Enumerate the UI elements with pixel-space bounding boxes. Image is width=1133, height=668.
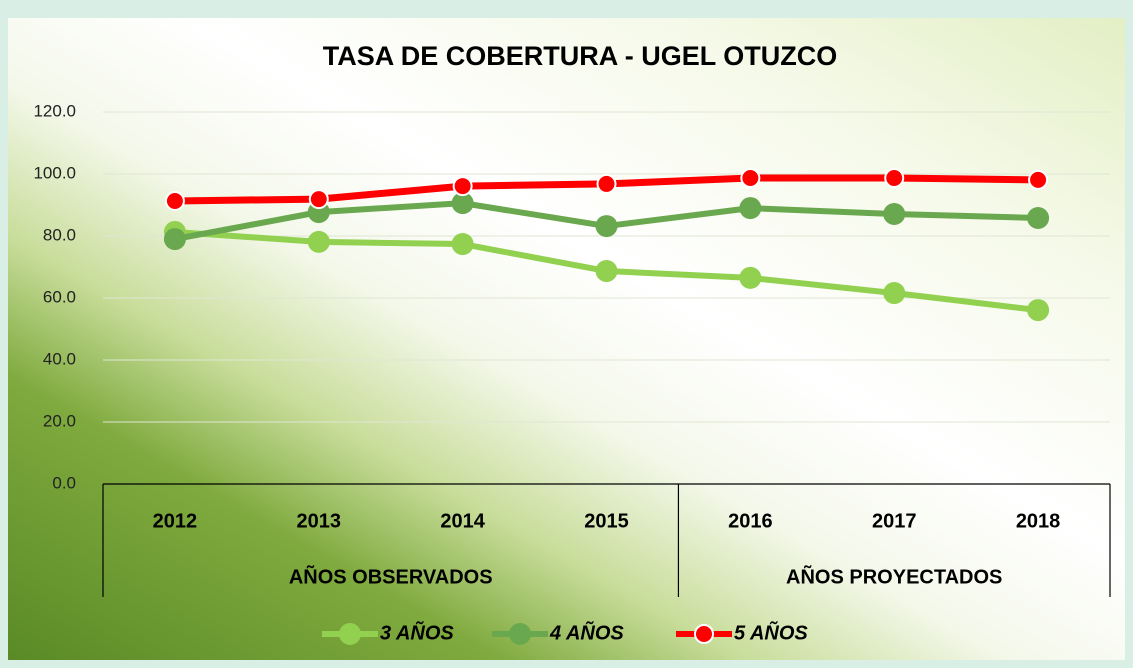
marker	[451, 192, 474, 215]
marker	[739, 197, 762, 220]
marker	[596, 173, 617, 194]
x-tick-label: 2014	[440, 510, 485, 532]
y-tick-label: 100.0	[33, 163, 76, 182]
x-tick-label: 2018	[1016, 510, 1061, 532]
y-tick-label: 20.0	[43, 411, 76, 430]
marker	[883, 282, 906, 305]
group-label: AÑOS PROYECTADOS	[786, 565, 1002, 588]
x-tick-label: 2017	[872, 510, 917, 532]
marker	[1028, 169, 1049, 190]
legend-marker	[694, 624, 714, 644]
legend-marker	[509, 623, 531, 645]
marker	[595, 215, 618, 238]
y-tick-label: 40.0	[43, 349, 76, 368]
marker	[595, 260, 618, 283]
marker	[884, 168, 905, 189]
chart-title: TASA DE COBERTURA - UGEL OTUZCO	[323, 41, 838, 71]
marker	[452, 176, 473, 197]
marker	[1027, 299, 1050, 322]
x-tick-label: 2015	[584, 510, 629, 532]
y-tick-label: 0.0	[52, 473, 76, 492]
legend-label: 4 AÑOS	[549, 621, 624, 644]
marker	[163, 228, 186, 251]
legend-label: 5 AÑOS	[734, 621, 808, 644]
marker	[1027, 207, 1050, 230]
x-tick-label: 2012	[153, 510, 198, 532]
group-label: AÑOS OBSERVADOS	[289, 565, 493, 588]
x-tick-label: 2016	[728, 510, 773, 532]
y-tick-label: 120.0	[33, 101, 76, 120]
marker	[307, 230, 330, 253]
marker	[739, 266, 762, 289]
marker	[164, 190, 185, 211]
legend-marker	[339, 623, 361, 645]
chart-panel	[8, 18, 1125, 660]
marker	[883, 202, 906, 225]
marker	[740, 168, 761, 189]
y-tick-label: 80.0	[43, 225, 76, 244]
y-tick-label: 60.0	[43, 287, 76, 306]
legend-label: 3 AÑOS	[380, 621, 454, 644]
x-tick-label: 2013	[297, 510, 342, 532]
marker	[308, 189, 329, 210]
marker	[451, 233, 474, 256]
